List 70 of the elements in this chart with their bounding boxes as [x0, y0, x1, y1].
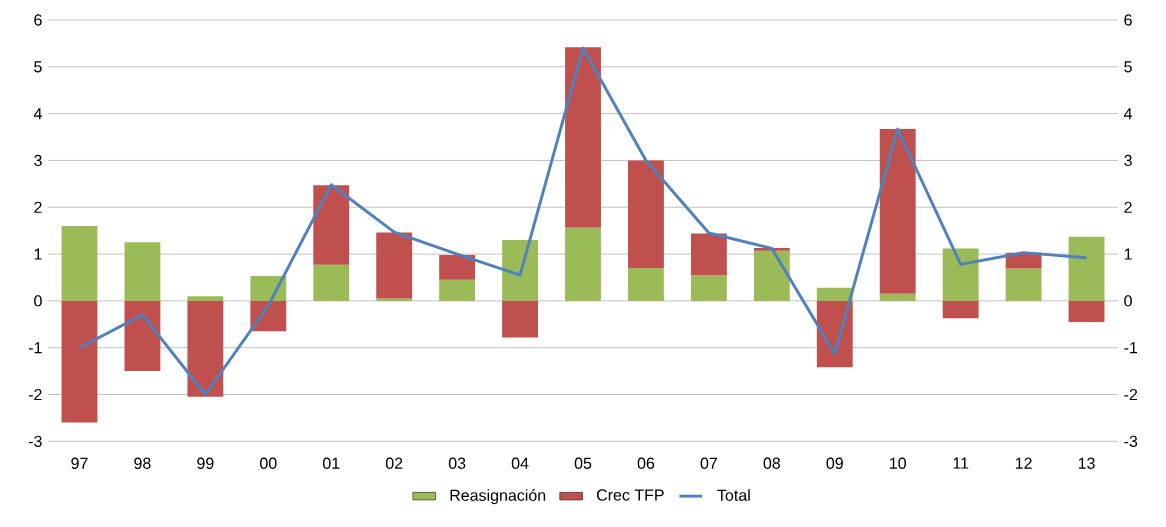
bar	[187, 296, 224, 301]
y2-tick-label: -3	[1124, 435, 1138, 447]
bar	[628, 268, 664, 301]
y-tick-label: -1	[28, 342, 42, 354]
x-tick-label: 97	[71, 457, 88, 469]
x-tick-label: 11	[953, 457, 969, 469]
legend-label: Total	[717, 489, 750, 501]
y-tick-label: 6	[34, 14, 42, 26]
y2-tick-label: 5	[1124, 61, 1132, 73]
y-tick-label: 1	[34, 248, 42, 260]
y2-tick-label: 2	[1124, 201, 1132, 213]
bar	[1005, 268, 1042, 301]
y-tick-label: 3	[34, 154, 42, 167]
x-tick-label: 99	[197, 457, 214, 469]
bar	[690, 275, 727, 301]
x-tick-label: 01	[322, 457, 340, 469]
bar	[565, 47, 601, 228]
bar	[879, 293, 916, 301]
bar	[690, 233, 727, 276]
x-tick-label: 05	[574, 457, 592, 469]
bar	[124, 242, 161, 301]
x-tick-label: 13	[1078, 457, 1095, 469]
bar	[187, 300, 224, 397]
y-tick-label: -3	[28, 435, 42, 447]
bar	[61, 225, 98, 301]
line-series	[78, 46, 1088, 396]
y-tick-label: 0	[34, 295, 42, 307]
y2-tick-label: -2	[1124, 388, 1138, 401]
x-tick-label: 09	[826, 457, 843, 469]
y2-tick-label: 1	[1124, 248, 1132, 260]
bar	[502, 300, 539, 338]
legend-label: Reasignación	[450, 489, 546, 505]
bar	[61, 300, 98, 423]
bar	[942, 300, 979, 319]
x-tick-label: 07	[700, 457, 717, 469]
y2-tick-label: 0	[1124, 295, 1132, 307]
bar	[124, 300, 161, 372]
y-tick-label: -2	[28, 388, 42, 401]
y2-tick-label: 3	[1124, 154, 1132, 167]
bar	[376, 232, 413, 299]
x-tick-label: 98	[134, 457, 151, 469]
y-tick-label: 2	[34, 201, 42, 213]
bar	[628, 160, 664, 269]
x-tick-label: 08	[763, 457, 781, 469]
x-tick-label: 06	[637, 457, 655, 469]
x-tick-label: 00	[260, 457, 277, 469]
bar	[879, 129, 916, 294]
bar	[439, 279, 476, 301]
x-tick-label: 04	[511, 457, 529, 469]
bar	[502, 240, 539, 301]
x-tick-label: 10	[890, 457, 906, 469]
legend-label: Crec TFP	[596, 489, 664, 501]
x-tick-label: 12	[1015, 457, 1032, 469]
x-tick-label: 02	[385, 457, 403, 469]
bar	[753, 250, 790, 301]
bar	[565, 227, 601, 301]
y2-tick-label: 6	[1124, 14, 1132, 26]
bar	[1068, 236, 1105, 301]
y2-tick-label: -1	[1124, 342, 1138, 354]
x-tick-label: 03	[448, 457, 466, 469]
bar	[1068, 300, 1105, 322]
y2-tick-label: 4	[1123, 108, 1133, 120]
bar	[313, 185, 350, 265]
bar	[816, 287, 853, 301]
bar	[250, 276, 287, 301]
bar	[942, 248, 979, 301]
bar	[439, 255, 476, 280]
bar	[313, 264, 350, 301]
y-tick-label: 5	[34, 61, 42, 73]
y-tick-label: 4	[33, 108, 42, 120]
